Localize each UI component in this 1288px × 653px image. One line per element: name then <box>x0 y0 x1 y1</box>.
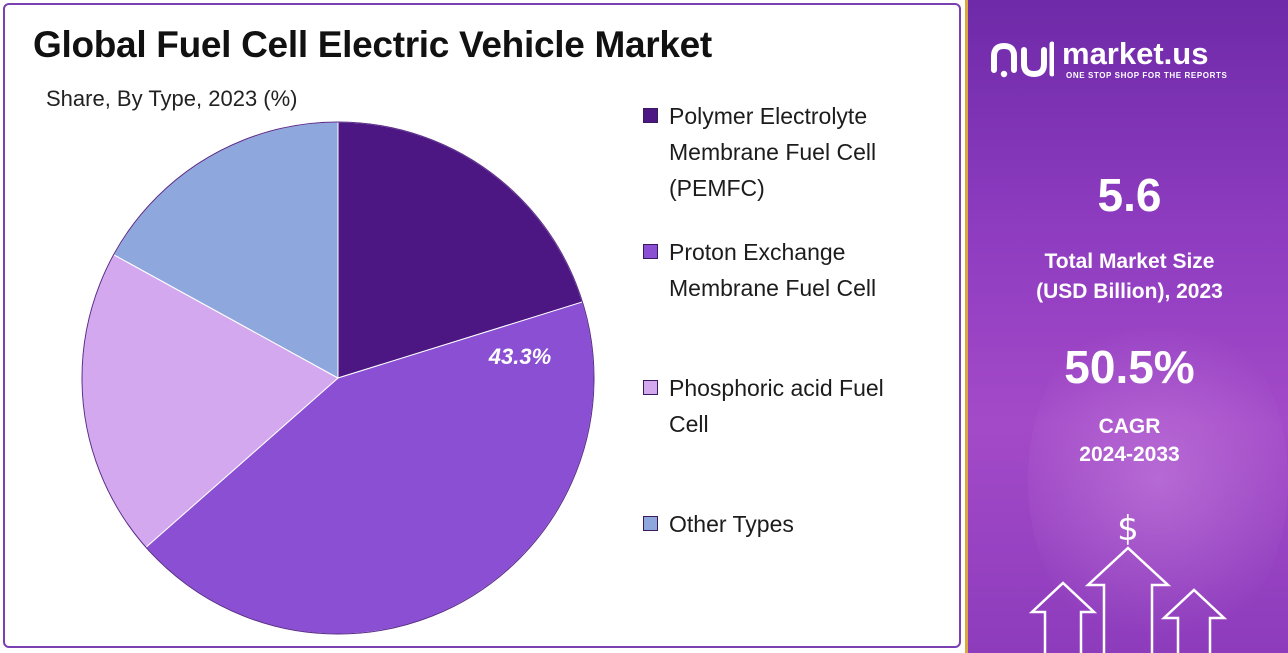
legend-label: Polymer Electrolyte Membrane Fuel Cell (PE… <box>669 103 877 201</box>
cagr-period: 2024-2033 <box>1079 443 1180 466</box>
cagr-label: CAGR <box>1098 415 1161 438</box>
legend-swatch <box>643 380 658 395</box>
cagr-value: 50.5% <box>1064 341 1195 393</box>
pie-data-label: 43.3% <box>488 344 551 369</box>
brand-name: market.us <box>1062 36 1209 71</box>
brand-tagline: ONE STOP SHOP FOR THE REPORTS <box>1066 71 1228 80</box>
pie-outline <box>81 121 595 635</box>
brand-logo: market.us ONE STOP SHOP FOR THE REPORTS <box>990 36 1270 86</box>
market-us-logo-icon <box>991 41 1054 78</box>
legend-swatch <box>643 516 658 531</box>
market-size-label-1: Total Market Size <box>1044 250 1215 273</box>
chart-title: Global Fuel Cell Electric Vehicle Market <box>33 24 712 65</box>
pie-chart: 43.3% <box>81 121 595 635</box>
legend-swatch <box>643 108 658 123</box>
sidebar-glow <box>1028 300 1288 653</box>
legend-swatch <box>643 244 658 259</box>
legend-label: Other Types <box>669 511 794 537</box>
growth-arrows-icon: $ <box>1028 509 1228 653</box>
dollar-icon: $ <box>1117 509 1139 549</box>
market-size-value: 5.6 <box>1097 169 1162 221</box>
market-size-label-2: (USD Billion), 2023 <box>1036 280 1223 303</box>
sidebar-panel: market.us ONE STOP SHOP FOR THE REPORTS … <box>965 0 1288 653</box>
legend-label: Proton Exchange Membrane Fuel Cell <box>669 239 877 301</box>
chart-subtitle: Share, By Type, 2023 (%) <box>46 86 298 111</box>
legend-label: Phosphoric acid Fuel Cell <box>669 375 884 437</box>
